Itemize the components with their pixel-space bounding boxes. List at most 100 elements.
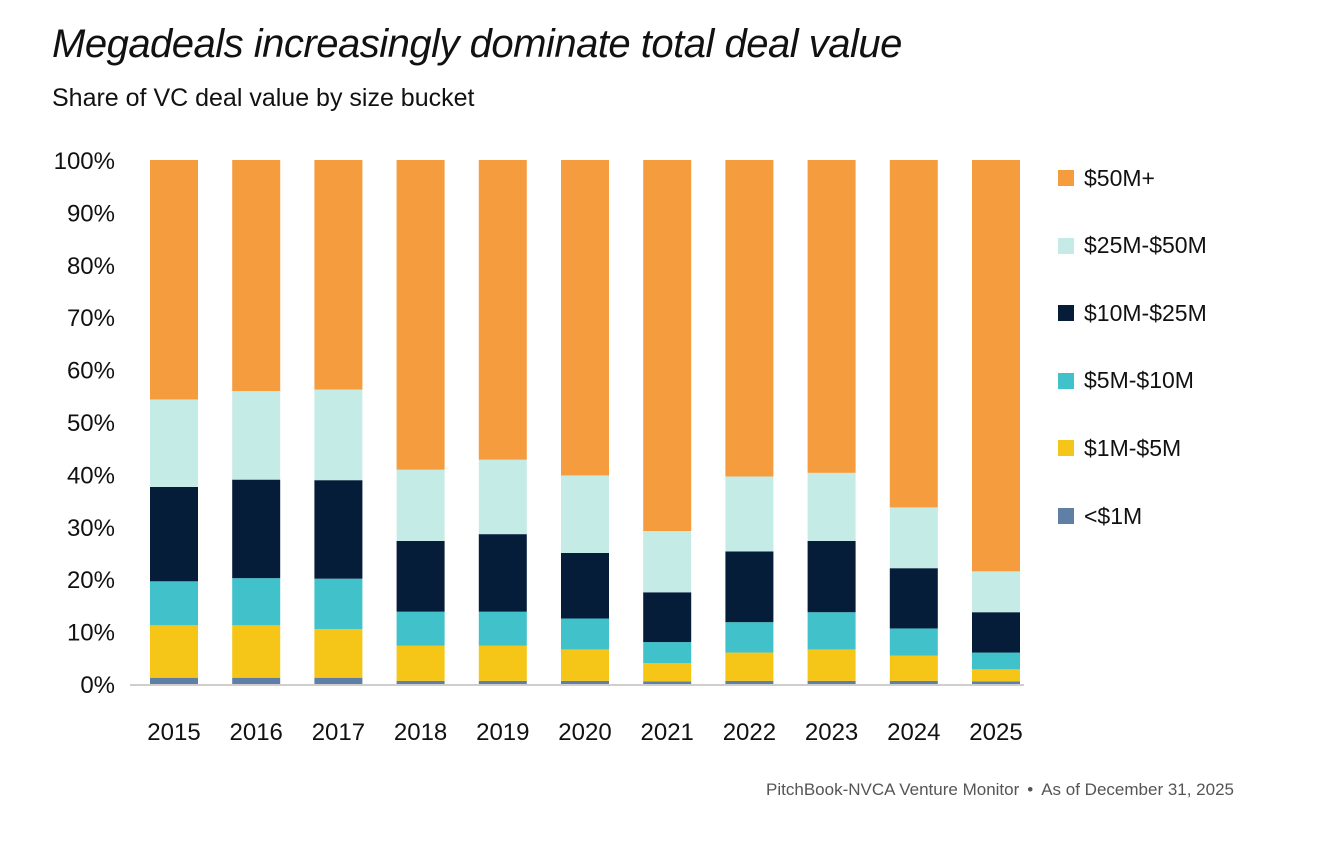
legend-label: <$1M [1084, 502, 1143, 529]
legend-item: <$1M [1058, 501, 1142, 531]
bar-segment [807, 540, 856, 613]
x-tick-label: 2015 [147, 719, 200, 746]
bar-segment [478, 160, 527, 460]
legend-swatch [1058, 237, 1074, 254]
y-tick-label: 70% [67, 305, 115, 332]
bar-segment [314, 628, 363, 678]
bar-segment [150, 581, 198, 626]
bar-segment [396, 611, 445, 646]
bar-segment [561, 553, 609, 619]
chart-title: Megadeals increasingly dominate total de… [52, 22, 902, 66]
bar-segment [972, 681, 1020, 684]
source-text: PitchBook-NVCA Venture Monitor [766, 780, 1020, 799]
bar-segment [561, 160, 609, 476]
bar-segment [725, 652, 774, 681]
legend-swatch [1058, 372, 1074, 389]
bar-segment [478, 459, 527, 535]
x-tick-label: 2021 [641, 719, 694, 746]
bar-stack-2019 [478, 160, 527, 684]
bar-segment [889, 628, 938, 656]
bar-segment [150, 677, 198, 684]
bar-segment [396, 645, 445, 681]
bar-segment [725, 476, 774, 552]
bar-segment [972, 612, 1020, 653]
bar-segment [314, 389, 363, 481]
bar-stack-2020 [561, 160, 609, 684]
bar-segment [478, 611, 527, 646]
separator-dot: • [1027, 780, 1034, 799]
bar-segment [561, 680, 609, 684]
legend-label: $10M-$25M [1084, 299, 1207, 326]
bar-segment [643, 663, 692, 682]
bar-segment [889, 160, 938, 508]
legend-item: $10M-$25M [1058, 298, 1207, 328]
y-tick-label: 30% [67, 515, 115, 542]
bar-segment [396, 469, 445, 541]
bar-segment [643, 160, 692, 531]
bar-segment [232, 391, 281, 480]
bar-segment [889, 680, 938, 684]
bar-segment [643, 642, 692, 664]
legend-item: $25M-$50M [1058, 231, 1207, 261]
bar-segment [150, 486, 198, 582]
bar-segment [807, 649, 856, 681]
bar-segment [807, 160, 856, 473]
legend-swatch [1058, 508, 1074, 524]
bar-segment [314, 160, 363, 390]
bar-segment [889, 507, 938, 569]
bars [150, 160, 1020, 684]
bar-segment [725, 622, 774, 653]
legend-item: $1M-$5M [1058, 433, 1181, 463]
legend-label: $50M+ [1084, 164, 1155, 191]
bar-segment [807, 472, 856, 541]
bar-segment [478, 534, 527, 612]
legend-label: $25M-$50M [1084, 232, 1207, 259]
y-axis: 0% 10% 20% 30% 40% 50% 60% 70% 80% 90% 100% [54, 148, 115, 699]
bar-segment [396, 680, 445, 684]
bar-stack-2016 [232, 160, 281, 684]
x-tick-label: 2019 [476, 719, 529, 746]
legend-label: $5M-$10M [1084, 367, 1194, 394]
bar-segment [807, 680, 856, 684]
bar-stack-2017 [314, 160, 363, 684]
y-tick-label: 80% [67, 253, 115, 280]
bar-segment [150, 625, 198, 678]
x-tick-label: 2023 [805, 719, 858, 746]
legend-swatch [1058, 170, 1074, 186]
bar-segment [150, 399, 198, 487]
x-tick-label: 2022 [723, 719, 776, 746]
bar-segment [972, 160, 1020, 572]
bar-segment [232, 677, 281, 684]
x-tick-label: 2016 [230, 719, 283, 746]
legend-item: $5M-$10M [1058, 366, 1194, 396]
legend-label: $1M-$5M [1084, 434, 1182, 461]
bar-segment [314, 677, 363, 684]
bar-segment [232, 625, 281, 678]
y-tick-label: 0% [80, 672, 115, 699]
chart-subtitle: Share of VC deal value by size bucket [52, 84, 475, 112]
y-tick-label: 10% [67, 620, 115, 647]
bar-segment [396, 540, 445, 612]
bar-stack-2025 [972, 160, 1020, 684]
bar-segment [889, 568, 938, 629]
bar-segment [643, 681, 692, 684]
bar-segment [725, 680, 774, 684]
bar-segment [478, 680, 527, 684]
bar-segment [314, 578, 363, 629]
bar-stack-2023 [807, 160, 856, 684]
y-tick-label: 20% [67, 567, 115, 594]
y-tick-label: 90% [67, 200, 115, 227]
bar-segment [561, 649, 609, 681]
x-tick-label: 2024 [887, 719, 940, 746]
bar-segment [725, 160, 774, 477]
bar-stack-2022 [725, 160, 774, 684]
y-tick-label: 60% [67, 358, 115, 385]
y-tick-label: 40% [67, 462, 115, 489]
bar-segment [972, 571, 1020, 613]
bar-segment [643, 592, 692, 643]
x-tick-label: 2017 [312, 719, 365, 746]
y-tick-label: 100% [54, 148, 115, 175]
y-tick-label: 50% [67, 410, 115, 437]
x-tick-label: 2018 [394, 719, 447, 746]
bar-stack-2024 [889, 160, 938, 684]
